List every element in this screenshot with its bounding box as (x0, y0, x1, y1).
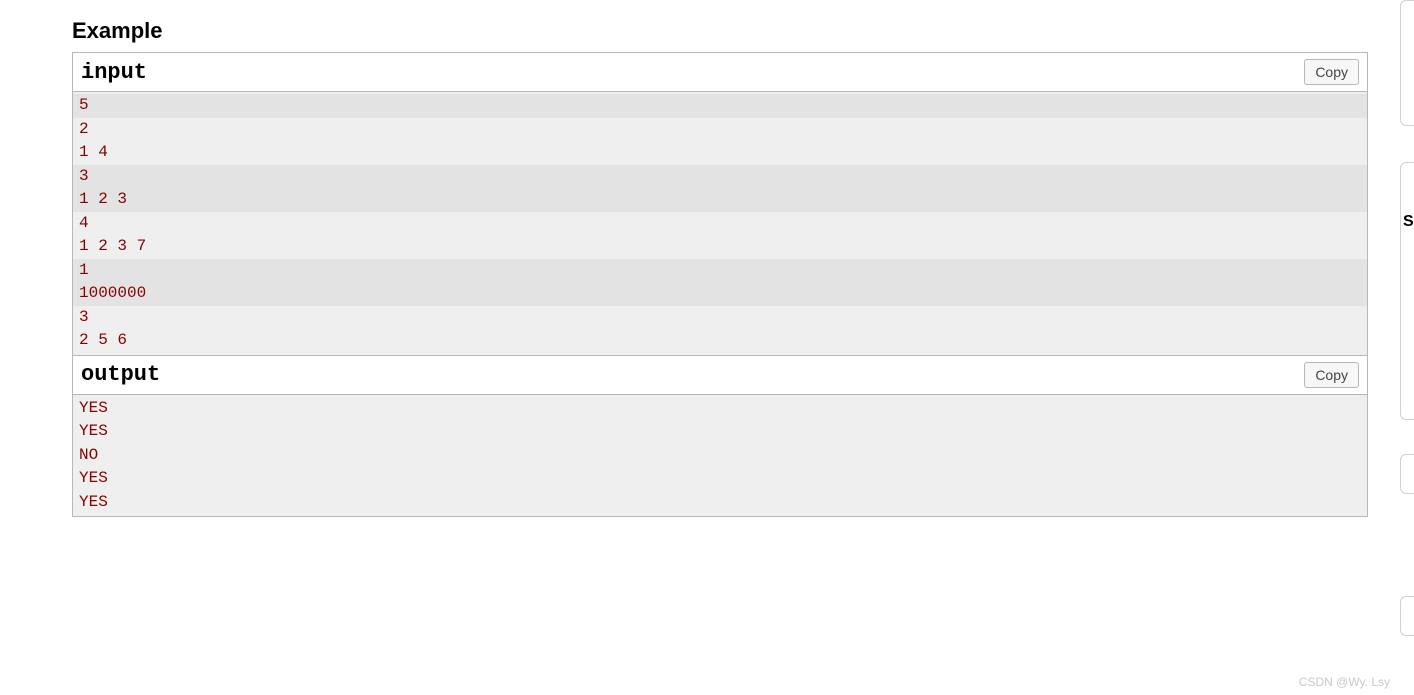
right-panel-letter: S (1403, 213, 1414, 231)
output-line: NO (73, 444, 1367, 468)
input-line: 1 2 3 7 (73, 235, 1367, 259)
section-title: Example (72, 18, 1368, 44)
output-body: YESYESNOYESYES (73, 395, 1367, 517)
input-box-header: input Copy (73, 53, 1367, 92)
input-line: 1000000 (73, 282, 1367, 306)
output-line: YES (73, 467, 1367, 491)
input-box: input Copy 521 431 2 341 2 3 71100000032… (72, 52, 1368, 356)
input-label: input (81, 60, 147, 85)
input-line: 4 (73, 212, 1367, 236)
output-box: output Copy YESYESNOYESYES (72, 356, 1368, 518)
right-sidebar-clipped: S (1400, 0, 1414, 695)
output-box-header: output Copy (73, 356, 1367, 395)
input-line: 3 (73, 165, 1367, 189)
example-section: Example input Copy 521 431 2 341 2 3 711… (72, 18, 1368, 517)
output-line: YES (73, 397, 1367, 421)
input-body: 521 431 2 341 2 3 71100000032 5 6 (73, 92, 1367, 355)
right-panel-fragment-2: S (1400, 162, 1414, 420)
input-line: 1 (73, 259, 1367, 283)
input-line: 1 2 3 (73, 188, 1367, 212)
copy-output-button[interactable]: Copy (1304, 362, 1359, 388)
watermark: CSDN @Wy. Lsy (1299, 675, 1390, 689)
right-panel-fragment-1 (1400, 0, 1414, 126)
output-line: YES (73, 420, 1367, 444)
output-label: output (81, 362, 160, 387)
input-line: 2 5 6 (73, 329, 1367, 353)
input-line: 3 (73, 306, 1367, 330)
output-line: YES (73, 491, 1367, 515)
input-line: 5 (73, 94, 1367, 118)
copy-input-button[interactable]: Copy (1304, 59, 1359, 85)
right-panel-fragment-3 (1400, 454, 1414, 494)
right-panel-fragment-4 (1400, 596, 1414, 636)
input-line: 2 (73, 118, 1367, 142)
input-line: 1 4 (73, 141, 1367, 165)
